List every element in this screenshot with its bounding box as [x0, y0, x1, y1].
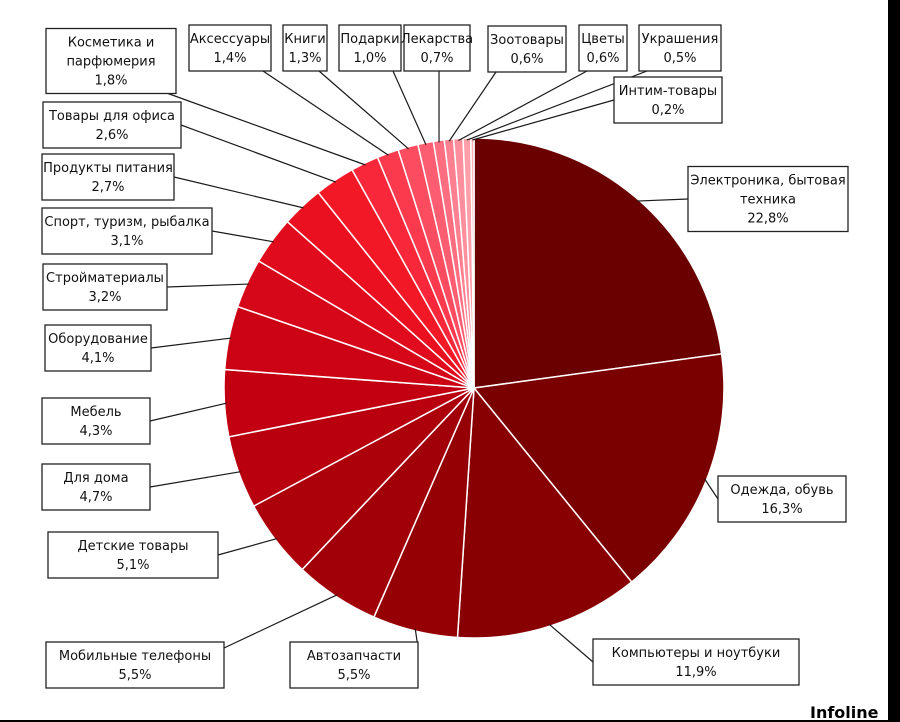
slice-category: Подарки: [340, 32, 399, 47]
slice-category: Электроника, бытовая: [690, 174, 845, 189]
slice-category: Спорт, туризм, рыбалка: [44, 215, 209, 230]
leader-line: [472, 100, 614, 140]
leader-line: [705, 479, 718, 499]
slice-percent: 3,2%: [88, 290, 121, 305]
slice-category: Одежда, обувь: [730, 483, 833, 498]
slice-category: Аксессуары: [190, 32, 270, 47]
leader-line: [263, 71, 388, 155]
leader-line: [167, 284, 249, 287]
leader-line: [319, 71, 409, 149]
slice-category: Автозапчасти: [307, 649, 401, 664]
leader-line: [458, 71, 587, 140]
slice-percent: 2,7%: [91, 180, 124, 195]
slice-percent: 0,2%: [651, 103, 684, 118]
slice-category: Мобильные телефоны: [59, 649, 211, 664]
leader-line: [181, 125, 336, 182]
slice-percent: 1,0%: [353, 51, 386, 66]
slice-percent: 0,7%: [420, 51, 453, 66]
leader-line: [637, 199, 688, 201]
slice-percent: 1,4%: [213, 51, 246, 66]
pie-slice: [474, 138, 722, 388]
leader-line: [549, 624, 593, 662]
slice-percent: 0,6%: [586, 51, 619, 66]
leader-line: [174, 177, 304, 208]
slice-percent: 4,7%: [79, 490, 112, 505]
slice-category: Для дома: [63, 471, 128, 486]
slice-category: Лекарства: [401, 32, 473, 47]
leader-line: [393, 71, 426, 145]
slice-category: Продукты питания: [43, 161, 173, 176]
slice-category: Мебель: [70, 405, 121, 420]
leader-line: [168, 94, 365, 166]
slice-percent: 0,6%: [510, 52, 543, 67]
slice-category: Косметика и: [68, 36, 155, 51]
slice-percent: 4,1%: [81, 351, 114, 366]
slice-percent: 2,6%: [95, 128, 128, 143]
leader-line: [150, 472, 241, 487]
slice-category: Цветы: [581, 32, 625, 47]
slice-category: Оборудование: [48, 332, 148, 347]
leader-line: [449, 72, 496, 141]
slice-percent: 11,9%: [675, 665, 716, 680]
slice-category: Украшения: [642, 32, 719, 47]
slice-percent: 5,5%: [118, 668, 151, 683]
slice-percent: 1,3%: [288, 51, 321, 66]
slice-percent: 3,1%: [110, 234, 143, 249]
brand-logo-text: Infoline: [810, 703, 879, 722]
slice-category: Товары для офиса: [48, 109, 175, 124]
slice-category: Компьютеры и ноутбуки: [612, 646, 781, 661]
slice-percent: 5,1%: [116, 558, 149, 573]
slice-percent: 1,8%: [94, 74, 127, 89]
slice-category: Книги: [284, 32, 325, 47]
leader-line: [151, 338, 231, 348]
leader-line: [150, 403, 226, 421]
slice-category: Интим-товары: [619, 84, 717, 99]
slice-percent: 22,8%: [747, 212, 788, 227]
leader-line: [218, 539, 277, 555]
slice-percent: 4,3%: [79, 424, 112, 439]
slice-percent: 5,5%: [337, 668, 370, 683]
slice-percent: 0,5%: [663, 51, 696, 66]
slice-category: техника: [740, 193, 796, 208]
slice-category: Зоотовары: [490, 33, 564, 48]
slices: [224, 138, 724, 638]
leader-line: [212, 231, 274, 242]
leader-line: [224, 595, 337, 648]
slice-category: Детские товары: [78, 539, 189, 554]
slice-category: парфюмерия: [66, 55, 155, 70]
slice-category: Стройматериалы: [46, 271, 164, 286]
slice-percent: 16,3%: [761, 502, 802, 517]
